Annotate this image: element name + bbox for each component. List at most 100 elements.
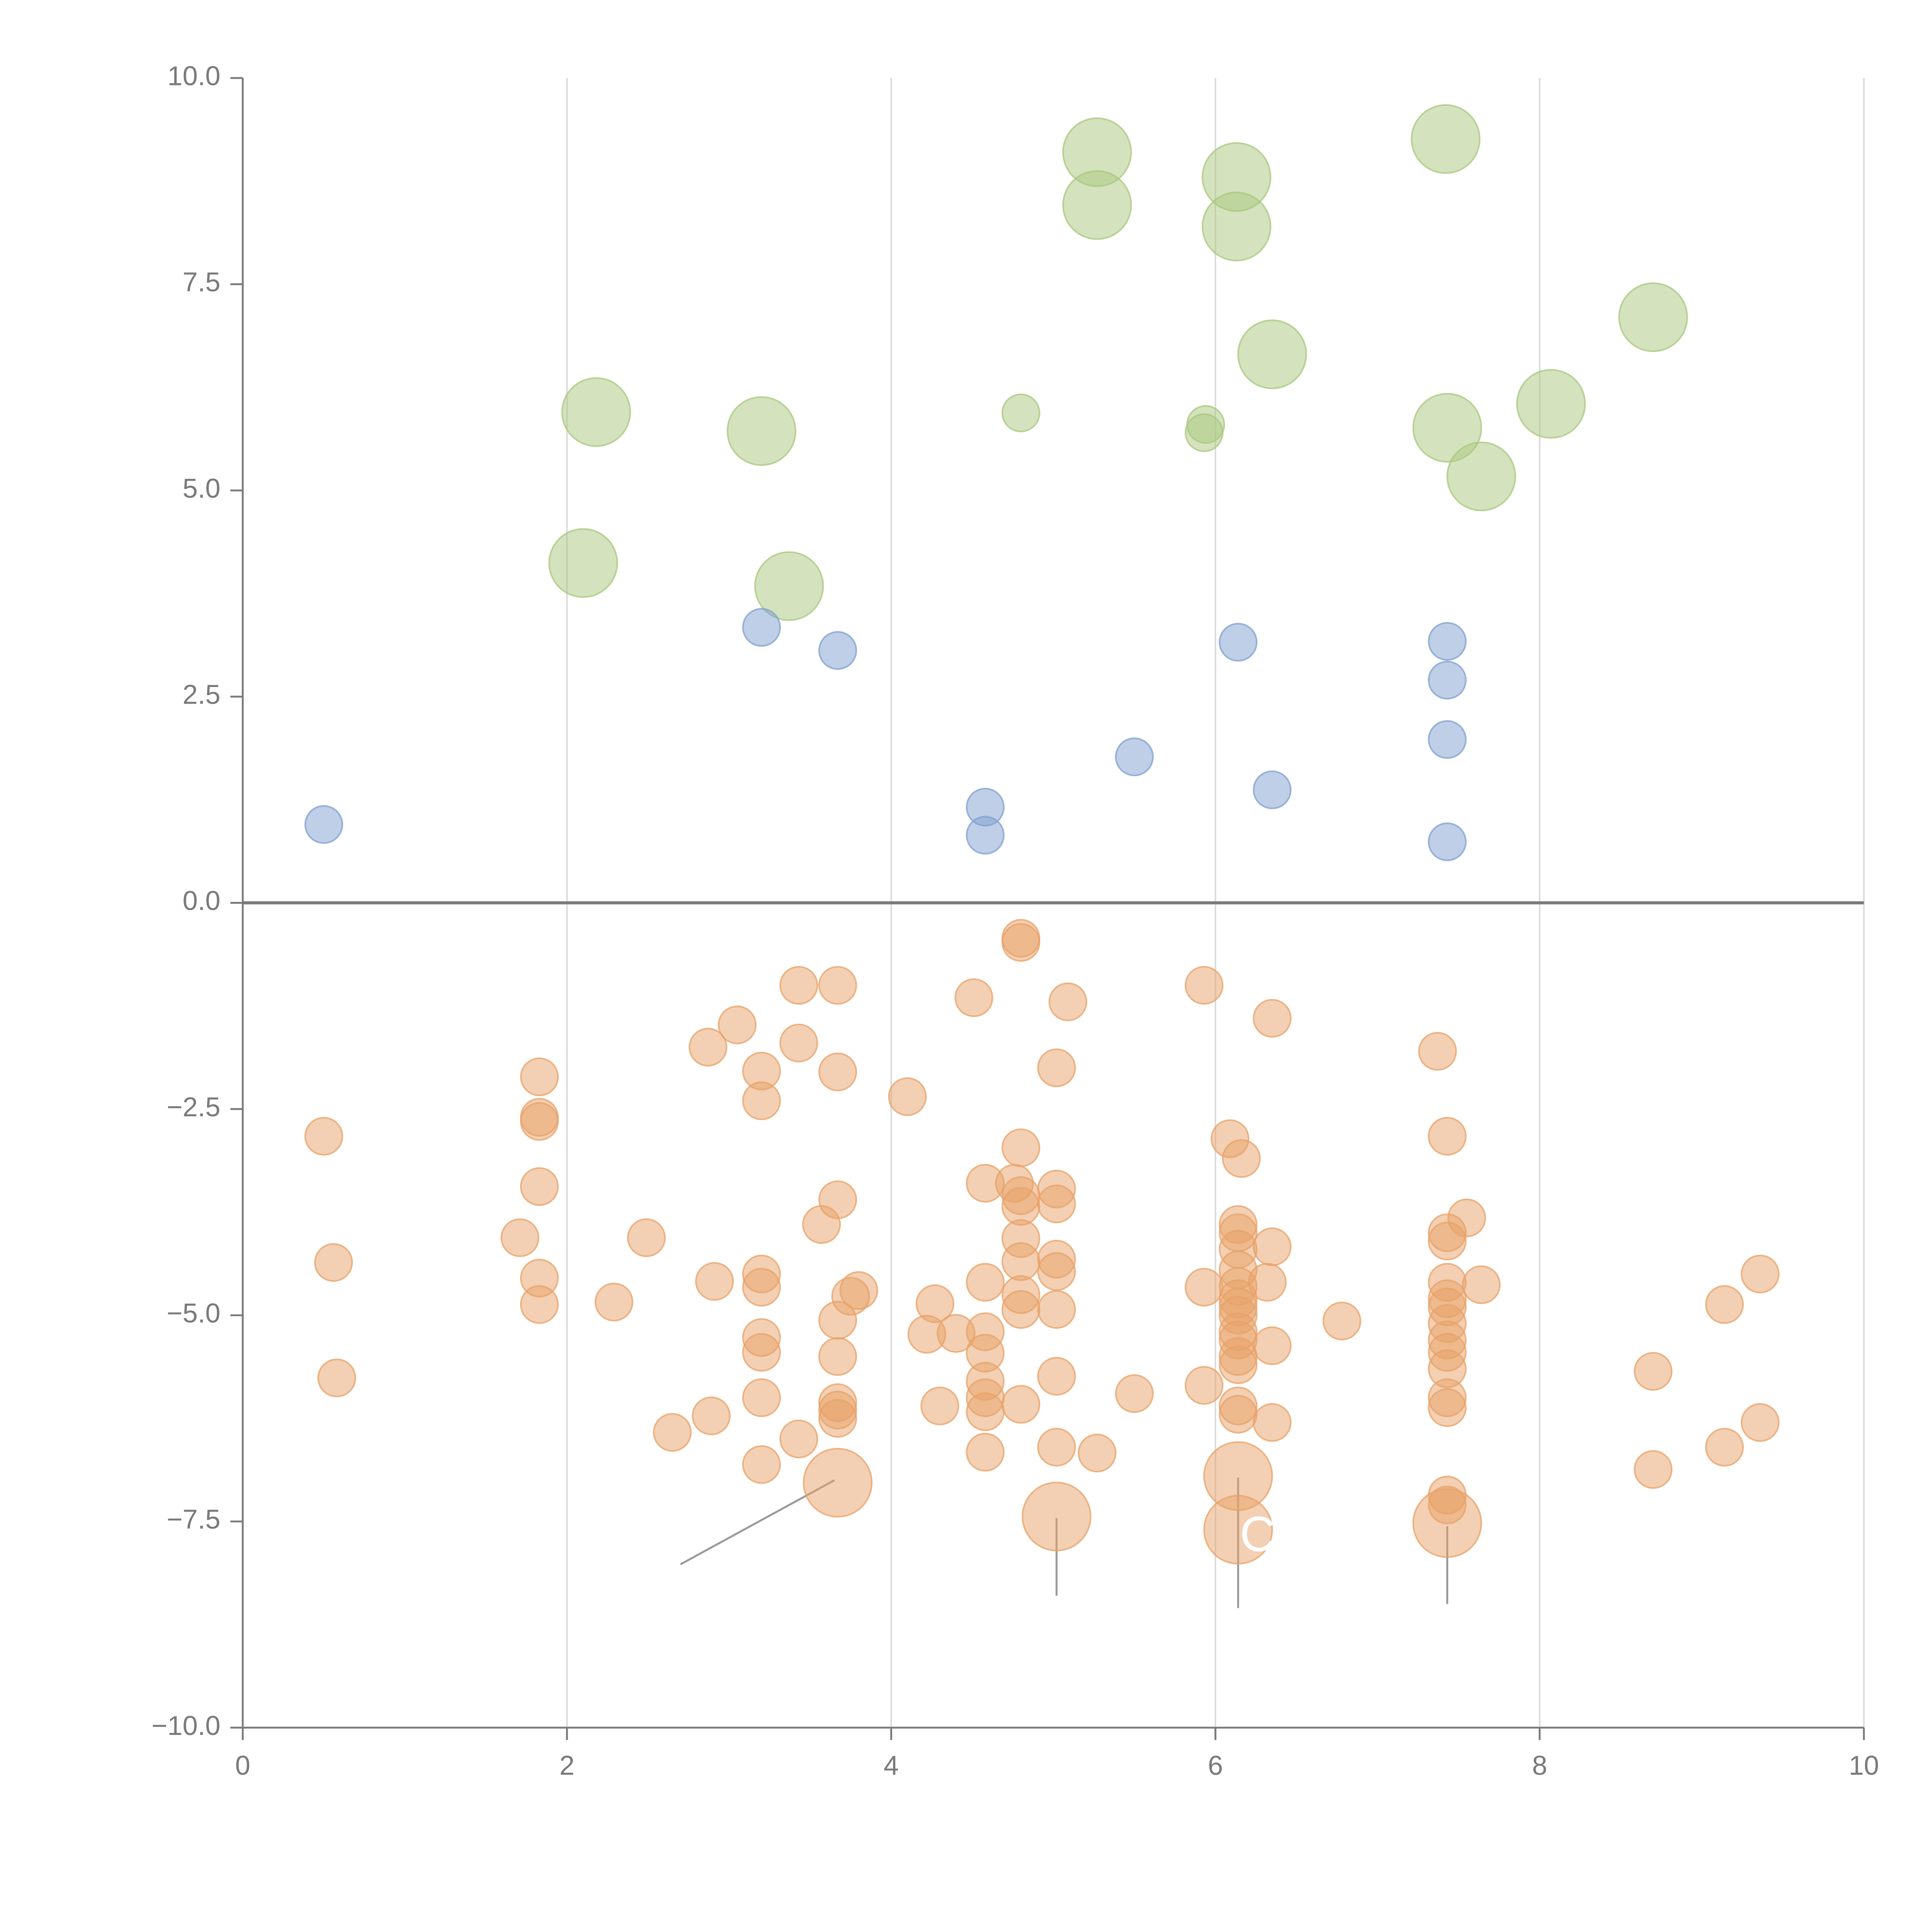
orange-bubble <box>1462 1265 1501 1304</box>
y-tick-label: 7.5 <box>182 267 220 297</box>
orange-bubble <box>1705 1428 1744 1467</box>
orange-bubble <box>1741 1403 1780 1442</box>
x-tick-label: 8 <box>1532 1750 1547 1781</box>
orange-bubble <box>1412 1488 1482 1558</box>
blue-bubble <box>304 805 344 844</box>
y-tick-label: 2.5 <box>182 679 220 710</box>
y-tick-label: 10.0 <box>167 61 220 91</box>
blue-bubble <box>1253 770 1292 810</box>
green-bubble <box>1001 393 1041 432</box>
orange-bubble <box>689 1027 728 1067</box>
orange-bubble <box>1705 1285 1744 1324</box>
x-tick-label: 2 <box>560 1750 575 1781</box>
annotations: C <box>1240 1507 1276 1562</box>
y-tick-label: 5.0 <box>182 473 220 503</box>
green-bubble <box>1201 191 1272 262</box>
orange-bubble <box>520 1057 559 1097</box>
orange-bubble <box>1184 1366 1224 1405</box>
green-bubble <box>548 528 618 598</box>
orange-bubble <box>742 1081 781 1121</box>
orange-bubble <box>779 966 818 1005</box>
orange-bubble <box>1428 1117 1467 1156</box>
orange-bubble <box>1428 1388 1467 1427</box>
orange-bubble <box>1037 1428 1076 1467</box>
blue-bubble <box>1428 622 1467 661</box>
orange-bubble <box>1418 1032 1457 1071</box>
orange-bubble <box>1001 1242 1041 1281</box>
orange-bubble <box>1001 1290 1041 1329</box>
orange-bubble <box>594 1282 634 1321</box>
orange-bubble <box>818 1337 857 1376</box>
orange-bubble <box>742 1378 781 1417</box>
orange-bubble <box>314 1243 353 1282</box>
orange-bubble <box>1634 1352 1673 1391</box>
green-bubble <box>1516 369 1586 439</box>
orange-bubble <box>818 1052 857 1092</box>
green-bubble <box>561 377 631 447</box>
orange-bubble <box>818 966 857 1005</box>
orange-bubble <box>653 1413 692 1452</box>
orange-bubble <box>1219 1345 1258 1384</box>
orange-bubble <box>1184 1268 1224 1307</box>
blue-bubble <box>1115 737 1154 776</box>
orange-bubble <box>500 1218 539 1257</box>
y-tick-label: −10.0 <box>151 1710 220 1741</box>
orange-bubble <box>317 1358 356 1398</box>
blue-bubble <box>1219 622 1258 662</box>
orange-bubble <box>1078 1434 1117 1473</box>
orange-bubble <box>1222 1139 1261 1178</box>
orange-bubble <box>1001 1128 1041 1167</box>
orange-bubble <box>779 1419 818 1459</box>
orange-bubble <box>966 1433 1005 1472</box>
green-bubble <box>1411 104 1481 174</box>
orange-bubble <box>779 1024 818 1063</box>
orange-bubble <box>742 1268 781 1307</box>
orange-bubble <box>1203 1495 1273 1565</box>
green-bubble <box>1618 282 1688 352</box>
green-bubble <box>1446 441 1516 512</box>
orange-bubble <box>1253 1227 1292 1266</box>
orange-bubble <box>692 1396 731 1435</box>
orange-bubble <box>1253 1326 1292 1365</box>
orange-bubble <box>742 1445 781 1484</box>
blue-bubble <box>742 608 781 647</box>
y-tick-label: −7.5 <box>167 1504 220 1534</box>
orange-bubble <box>818 1399 857 1438</box>
blue-bubble <box>966 816 1005 855</box>
axes: 10.0 7.5 5.0 2.5 0.0 −2.5 −5.0 −7.5 −10.0 0 2 4 6 8 10 <box>151 61 1879 1781</box>
orange-bubble <box>695 1262 734 1301</box>
x-tick-label: 4 <box>884 1750 899 1781</box>
x-tick-label: 10 <box>1849 1750 1879 1781</box>
orange-bubble <box>1219 1395 1258 1434</box>
orange-bubble <box>831 1277 870 1316</box>
orange-bubble <box>304 1117 344 1156</box>
data-points <box>304 104 1780 1565</box>
orange-bubble <box>818 1180 857 1219</box>
orange-bubble <box>520 1167 559 1206</box>
blue-bubble <box>1428 661 1467 700</box>
green-bubble <box>1237 319 1307 389</box>
orange-bubble <box>1001 923 1041 962</box>
blue-bubble <box>1428 720 1467 759</box>
green-bubble <box>1062 170 1132 240</box>
green-bubble <box>1184 413 1224 452</box>
orange-bubble <box>1022 1481 1092 1551</box>
orange-bubble <box>920 1386 959 1425</box>
orange-bubble <box>1253 1403 1292 1442</box>
orange-bubble <box>1447 1198 1486 1238</box>
blue-bubble <box>818 631 857 670</box>
y-tick-label: −2.5 <box>167 1092 220 1122</box>
orange-bubble <box>1001 1385 1041 1424</box>
x-tick-label: 6 <box>1208 1750 1223 1781</box>
blue-bubble <box>1428 822 1467 861</box>
orange-bubble <box>520 1102 559 1141</box>
orange-bubble <box>1048 982 1087 1021</box>
orange-bubble <box>803 1447 873 1518</box>
y-tick-label: 0.0 <box>182 885 220 916</box>
orange-bubble <box>1322 1301 1361 1340</box>
orange-bubble <box>954 978 993 1017</box>
orange-bubble <box>520 1285 559 1324</box>
x-tick-label: 0 <box>235 1750 250 1781</box>
orange-bubble <box>888 1077 927 1116</box>
